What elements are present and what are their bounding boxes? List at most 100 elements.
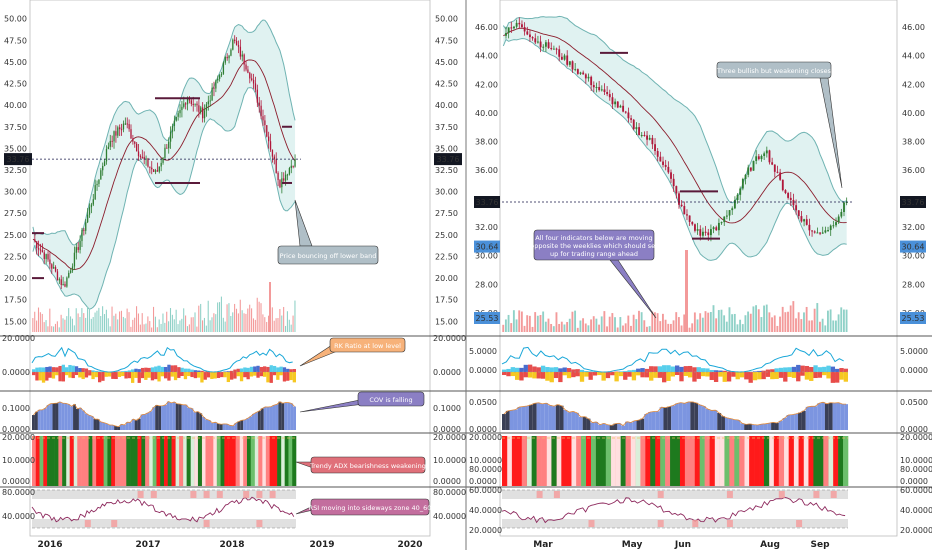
weekly-volume-bar	[247, 309, 248, 332]
daily-volume-bar	[553, 326, 555, 332]
weekly-candle-body	[132, 138, 133, 141]
weekly-adx-bar	[292, 436, 296, 486]
daily-rk-neg-bar	[567, 372, 571, 378]
daily-cov-bar	[694, 403, 698, 430]
left-price-tick-label: 37.50	[4, 123, 27, 132]
weekly-volume-bar	[66, 316, 67, 332]
weekly-volume-bar	[81, 308, 82, 332]
weekly-cov-bar	[199, 413, 202, 430]
weekly-candle-body	[113, 131, 114, 141]
weekly-candle-body	[57, 271, 58, 280]
daily-rk-bar	[675, 365, 679, 372]
weekly-adx-bar	[179, 436, 183, 486]
weekly-candle-body	[157, 170, 158, 171]
daily-rk-neg-bar	[753, 372, 757, 380]
weekly-candle-body	[149, 167, 150, 168]
weekly-candle-body	[119, 127, 120, 129]
weekly-volume-bar	[168, 321, 169, 332]
weekly-rk-bar	[39, 367, 42, 372]
daily-rk-neg-bar	[532, 372, 536, 378]
daily-adx-bar	[596, 436, 601, 486]
weekly-candle-body	[204, 111, 205, 119]
daily-rk-bar	[532, 366, 536, 372]
right-indicator-tick-label: 0.0000	[469, 477, 497, 486]
weekly-rk-neg-bar	[207, 372, 210, 377]
weekly-cov-bar	[152, 407, 155, 430]
weekly-rk-bar	[167, 365, 170, 372]
weekly-rk-neg-bar	[115, 372, 118, 379]
daily-candle-body	[657, 151, 659, 157]
daily-rk-bar	[640, 368, 644, 372]
weekly-adx-bar	[96, 436, 100, 486]
weekly-rk-bar	[266, 367, 269, 372]
daily-volume-bar	[683, 314, 685, 332]
weekly-candle-body	[240, 47, 241, 57]
weekly-rk-neg-bar	[85, 372, 88, 377]
weekly-cov-bar	[278, 402, 281, 430]
daily-rk-neg-bar	[541, 372, 545, 379]
daily-candle-body	[556, 49, 558, 50]
daily-cov-bar	[806, 407, 810, 430]
weekly-adx-bar	[73, 436, 77, 486]
weekly-candle-body	[102, 166, 103, 170]
weekly-adx-bar	[51, 436, 55, 486]
weekly-volume-bar	[104, 314, 105, 332]
daily-volume-bar	[752, 306, 754, 332]
left-indicator-tick-label: 20.0000	[2, 433, 35, 442]
weekly-candle-body	[277, 173, 278, 180]
weekly-adx-bar	[228, 436, 232, 486]
weekly-rk-neg-bar	[293, 372, 296, 382]
daily-adx-bar	[700, 436, 705, 486]
weekly-cov-bar	[35, 412, 38, 430]
weekly-volume-bar	[38, 308, 39, 332]
daily-rk-bar	[783, 367, 787, 372]
weekly-cov-bar	[129, 422, 132, 430]
daily-rk-neg-bar	[684, 372, 688, 376]
weekly-rk-neg-bar	[138, 372, 141, 383]
daily-volume-bar	[713, 305, 715, 332]
weekly-candle-body	[64, 284, 65, 287]
weekly-candle-body	[215, 80, 216, 88]
weekly-rk-bar	[131, 369, 134, 372]
daily-candle-body	[840, 212, 842, 217]
daily-adx-bar	[715, 436, 720, 486]
weekly-cov-bar	[208, 420, 211, 430]
weekly-volume-bar	[227, 304, 228, 332]
daily-volume-bar	[675, 312, 677, 332]
weekly-candle-body	[106, 149, 107, 161]
daily-rk-bar	[550, 367, 554, 372]
weekly-rk-neg-bar	[49, 372, 52, 378]
daily-volume-bar	[529, 316, 531, 332]
weekly-rk-neg-bar	[286, 372, 289, 381]
weekly-cov-bar	[211, 423, 214, 430]
right-time-tick-label: May	[622, 540, 643, 550]
weekly-volume-bar	[68, 308, 69, 332]
daily-volume-bar	[524, 326, 526, 332]
daily-candle-body	[787, 193, 789, 198]
daily-volume-bar	[564, 324, 566, 332]
weekly-rk-neg-bar	[260, 372, 263, 376]
daily-rk-neg-bar	[675, 372, 679, 375]
weekly-rk-bar	[75, 366, 78, 372]
daily-volume-bar	[558, 324, 560, 332]
weekly-volume-bar	[213, 313, 214, 332]
weekly-rk-neg-bar	[121, 372, 124, 376]
weekly-cov-bar	[196, 412, 199, 430]
weekly-rk-neg-bar	[52, 372, 55, 379]
weekly-volume-bar	[174, 319, 175, 332]
weekly-volume-bar	[72, 319, 73, 332]
weekly-volume-bar	[185, 315, 186, 332]
daily-candle-body	[702, 232, 704, 236]
daily-candle-body	[620, 106, 622, 108]
daily-volume-bar	[734, 314, 736, 332]
weekly-volume-bar	[210, 320, 211, 332]
weekly-cov-bar	[179, 404, 182, 430]
weekly-volume-bar	[134, 318, 135, 332]
weekly-volume-bar	[211, 317, 212, 332]
weekly-cov-bar	[164, 405, 167, 430]
daily-cov-bar	[663, 408, 667, 430]
weekly-rsi-mark	[138, 491, 144, 498]
weekly-rk-neg-bar	[181, 372, 184, 376]
weekly-rk-bar	[270, 365, 273, 372]
weekly-cov-bar	[284, 402, 287, 430]
